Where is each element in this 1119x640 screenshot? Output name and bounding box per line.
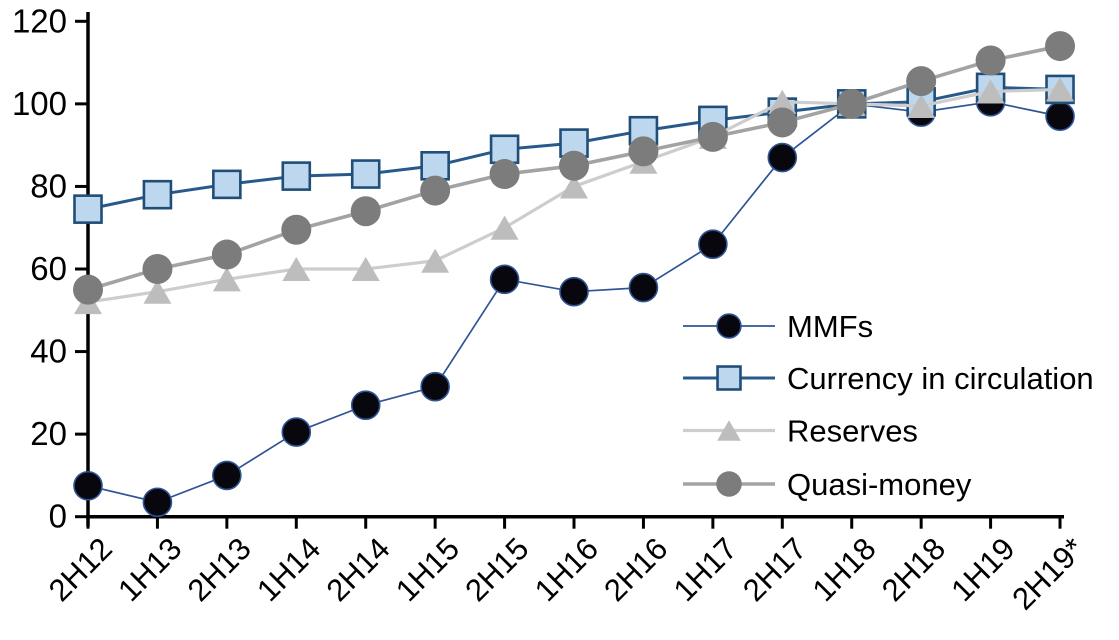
data-point-marker <box>73 274 103 305</box>
x-tick-label: 1H18 <box>806 531 883 608</box>
x-tick-label: 1H16 <box>528 531 605 608</box>
data-point-marker <box>836 88 867 119</box>
x-tick-label: 1H15 <box>389 531 466 608</box>
series-currency-in-circulation <box>73 72 1075 224</box>
data-point-marker <box>975 45 1006 76</box>
data-point-marker <box>281 214 312 245</box>
legend-item: Currency in circulation <box>683 361 1094 396</box>
legend-item: Reserves <box>683 414 918 449</box>
data-point-marker <box>212 267 241 292</box>
legend-label: Currency in circulation <box>787 361 1094 396</box>
data-point-marker <box>350 196 381 227</box>
x-tick-label: 1H17 <box>667 531 744 608</box>
data-point-marker <box>1045 101 1075 132</box>
data-point-marker <box>906 66 937 97</box>
data-point-marker <box>697 121 728 152</box>
data-point-marker <box>489 264 520 295</box>
data-point-marker <box>350 390 381 421</box>
series-quasi-money <box>73 31 1076 305</box>
x-tick-label: 2H18 <box>875 531 952 608</box>
legend-marker <box>716 313 742 339</box>
series-mmfs <box>73 87 1075 518</box>
data-point-marker <box>907 93 936 118</box>
y-tick-label: 120 <box>12 2 67 39</box>
data-point-marker <box>421 248 450 273</box>
data-point-marker <box>142 487 173 518</box>
data-point-marker <box>560 174 589 199</box>
data-point-marker <box>420 150 450 181</box>
legend-item: Quasi-money <box>683 467 972 502</box>
data-point-marker <box>212 169 242 200</box>
y-tick-label: 60 <box>30 250 67 287</box>
data-point-marker <box>142 179 173 210</box>
data-point-marker <box>211 239 242 270</box>
x-tick-label: 2H17 <box>736 531 813 608</box>
x-tick-label: 2H15 <box>458 531 535 608</box>
data-point-marker <box>420 175 451 206</box>
legend-label: Quasi-money <box>787 467 972 502</box>
x-tick-label: 2H14 <box>320 531 397 608</box>
legend-marker <box>716 471 742 497</box>
data-point-marker <box>351 256 380 282</box>
data-point-marker <box>73 194 103 224</box>
data-point-marker <box>767 142 798 173</box>
data-point-marker <box>350 159 381 189</box>
data-point-marker <box>281 161 312 191</box>
data-point-marker <box>420 371 450 402</box>
legend-item: MMFs <box>683 309 873 344</box>
data-point-marker <box>698 229 728 260</box>
data-point-marker <box>628 272 659 303</box>
x-tick-label: 2H12 <box>42 531 119 608</box>
data-point-marker <box>767 107 798 138</box>
y-tick-label: 100 <box>12 85 67 122</box>
data-point-marker <box>212 460 242 491</box>
data-point-marker <box>490 215 519 240</box>
data-point-marker <box>489 134 520 165</box>
data-point-marker <box>559 276 589 307</box>
data-point-marker <box>282 256 311 282</box>
y-tick-label: 20 <box>30 415 67 452</box>
data-point-marker <box>559 150 590 181</box>
data-point-marker <box>142 254 173 285</box>
x-tick-label: 2H13 <box>181 531 258 608</box>
legend-label: Reserves <box>787 414 918 449</box>
x-tick-label: 2H19* <box>1005 531 1091 617</box>
x-tick-label: 2H16 <box>597 531 674 608</box>
y-tick-label: 0 <box>49 498 67 535</box>
x-tick-label: 1H13 <box>111 531 188 608</box>
y-tick-label: 40 <box>30 333 67 370</box>
legend: MMFs Currency in circulation Reserves Quasi… <box>683 309 1094 502</box>
data-point-marker <box>281 417 312 447</box>
data-point-marker <box>1046 77 1075 102</box>
data-point-marker <box>489 159 520 190</box>
data-point-marker <box>768 89 797 114</box>
y-tick-label: 80 <box>30 167 67 204</box>
data-point-marker <box>1045 31 1076 62</box>
data-point-marker <box>143 279 172 304</box>
x-tick-label: 1H14 <box>250 531 327 608</box>
legend-marker <box>717 420 741 441</box>
data-point-marker <box>628 136 659 167</box>
legend-label: MMFs <box>787 309 873 344</box>
data-point-marker <box>976 79 1005 104</box>
legend-marker <box>716 365 742 391</box>
data-point-marker <box>73 470 103 501</box>
